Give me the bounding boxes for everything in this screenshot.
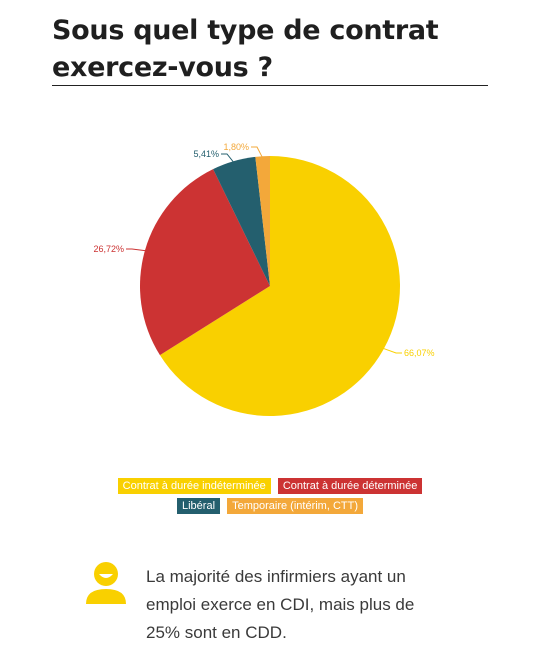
legend-item-cdd: Contrat à durée déterminée: [277, 478, 423, 494]
legend-item-temporaire: Temporaire (intérim, CTT): [227, 498, 363, 514]
leader-line-0: [381, 347, 402, 354]
slice-label-3: 1,80%: [223, 142, 249, 152]
takeaway-text: La majorité des infirmiers ayant un empl…: [146, 567, 415, 642]
title-divider: [52, 85, 488, 86]
leader-line-1: [126, 248, 147, 252]
person-icon: [86, 562, 126, 604]
pie-slice-0: [159, 156, 400, 416]
pie-slice-3: [255, 156, 270, 286]
leader-line-3: [251, 146, 264, 159]
legend-item-liberal: Libéral: [177, 498, 221, 514]
pie-slice-1: [140, 169, 270, 356]
chart-legend: Contrat à durée indéterminée Contrat à d…: [0, 478, 540, 518]
slice-label-0: 66,07%: [404, 348, 435, 358]
legend-row-1: Contrat à durée indéterminée Contrat à d…: [0, 478, 540, 494]
legend-row-2: Libéral Temporaire (intérim, CTT): [0, 498, 540, 514]
page-title: Sous quel type de contrat exercez-vous ?: [52, 15, 439, 83]
legend-item-cdi: Contrat à durée indéterminée: [117, 478, 271, 494]
pie-slice-2: [213, 156, 270, 286]
pie-chart: 66,07% 26,72% 5,41% 1,80%: [93, 142, 435, 416]
slice-label-2: 5,41%: [193, 149, 219, 159]
slice-label-1: 26,72%: [93, 244, 124, 254]
leader-line-2: [221, 153, 235, 164]
